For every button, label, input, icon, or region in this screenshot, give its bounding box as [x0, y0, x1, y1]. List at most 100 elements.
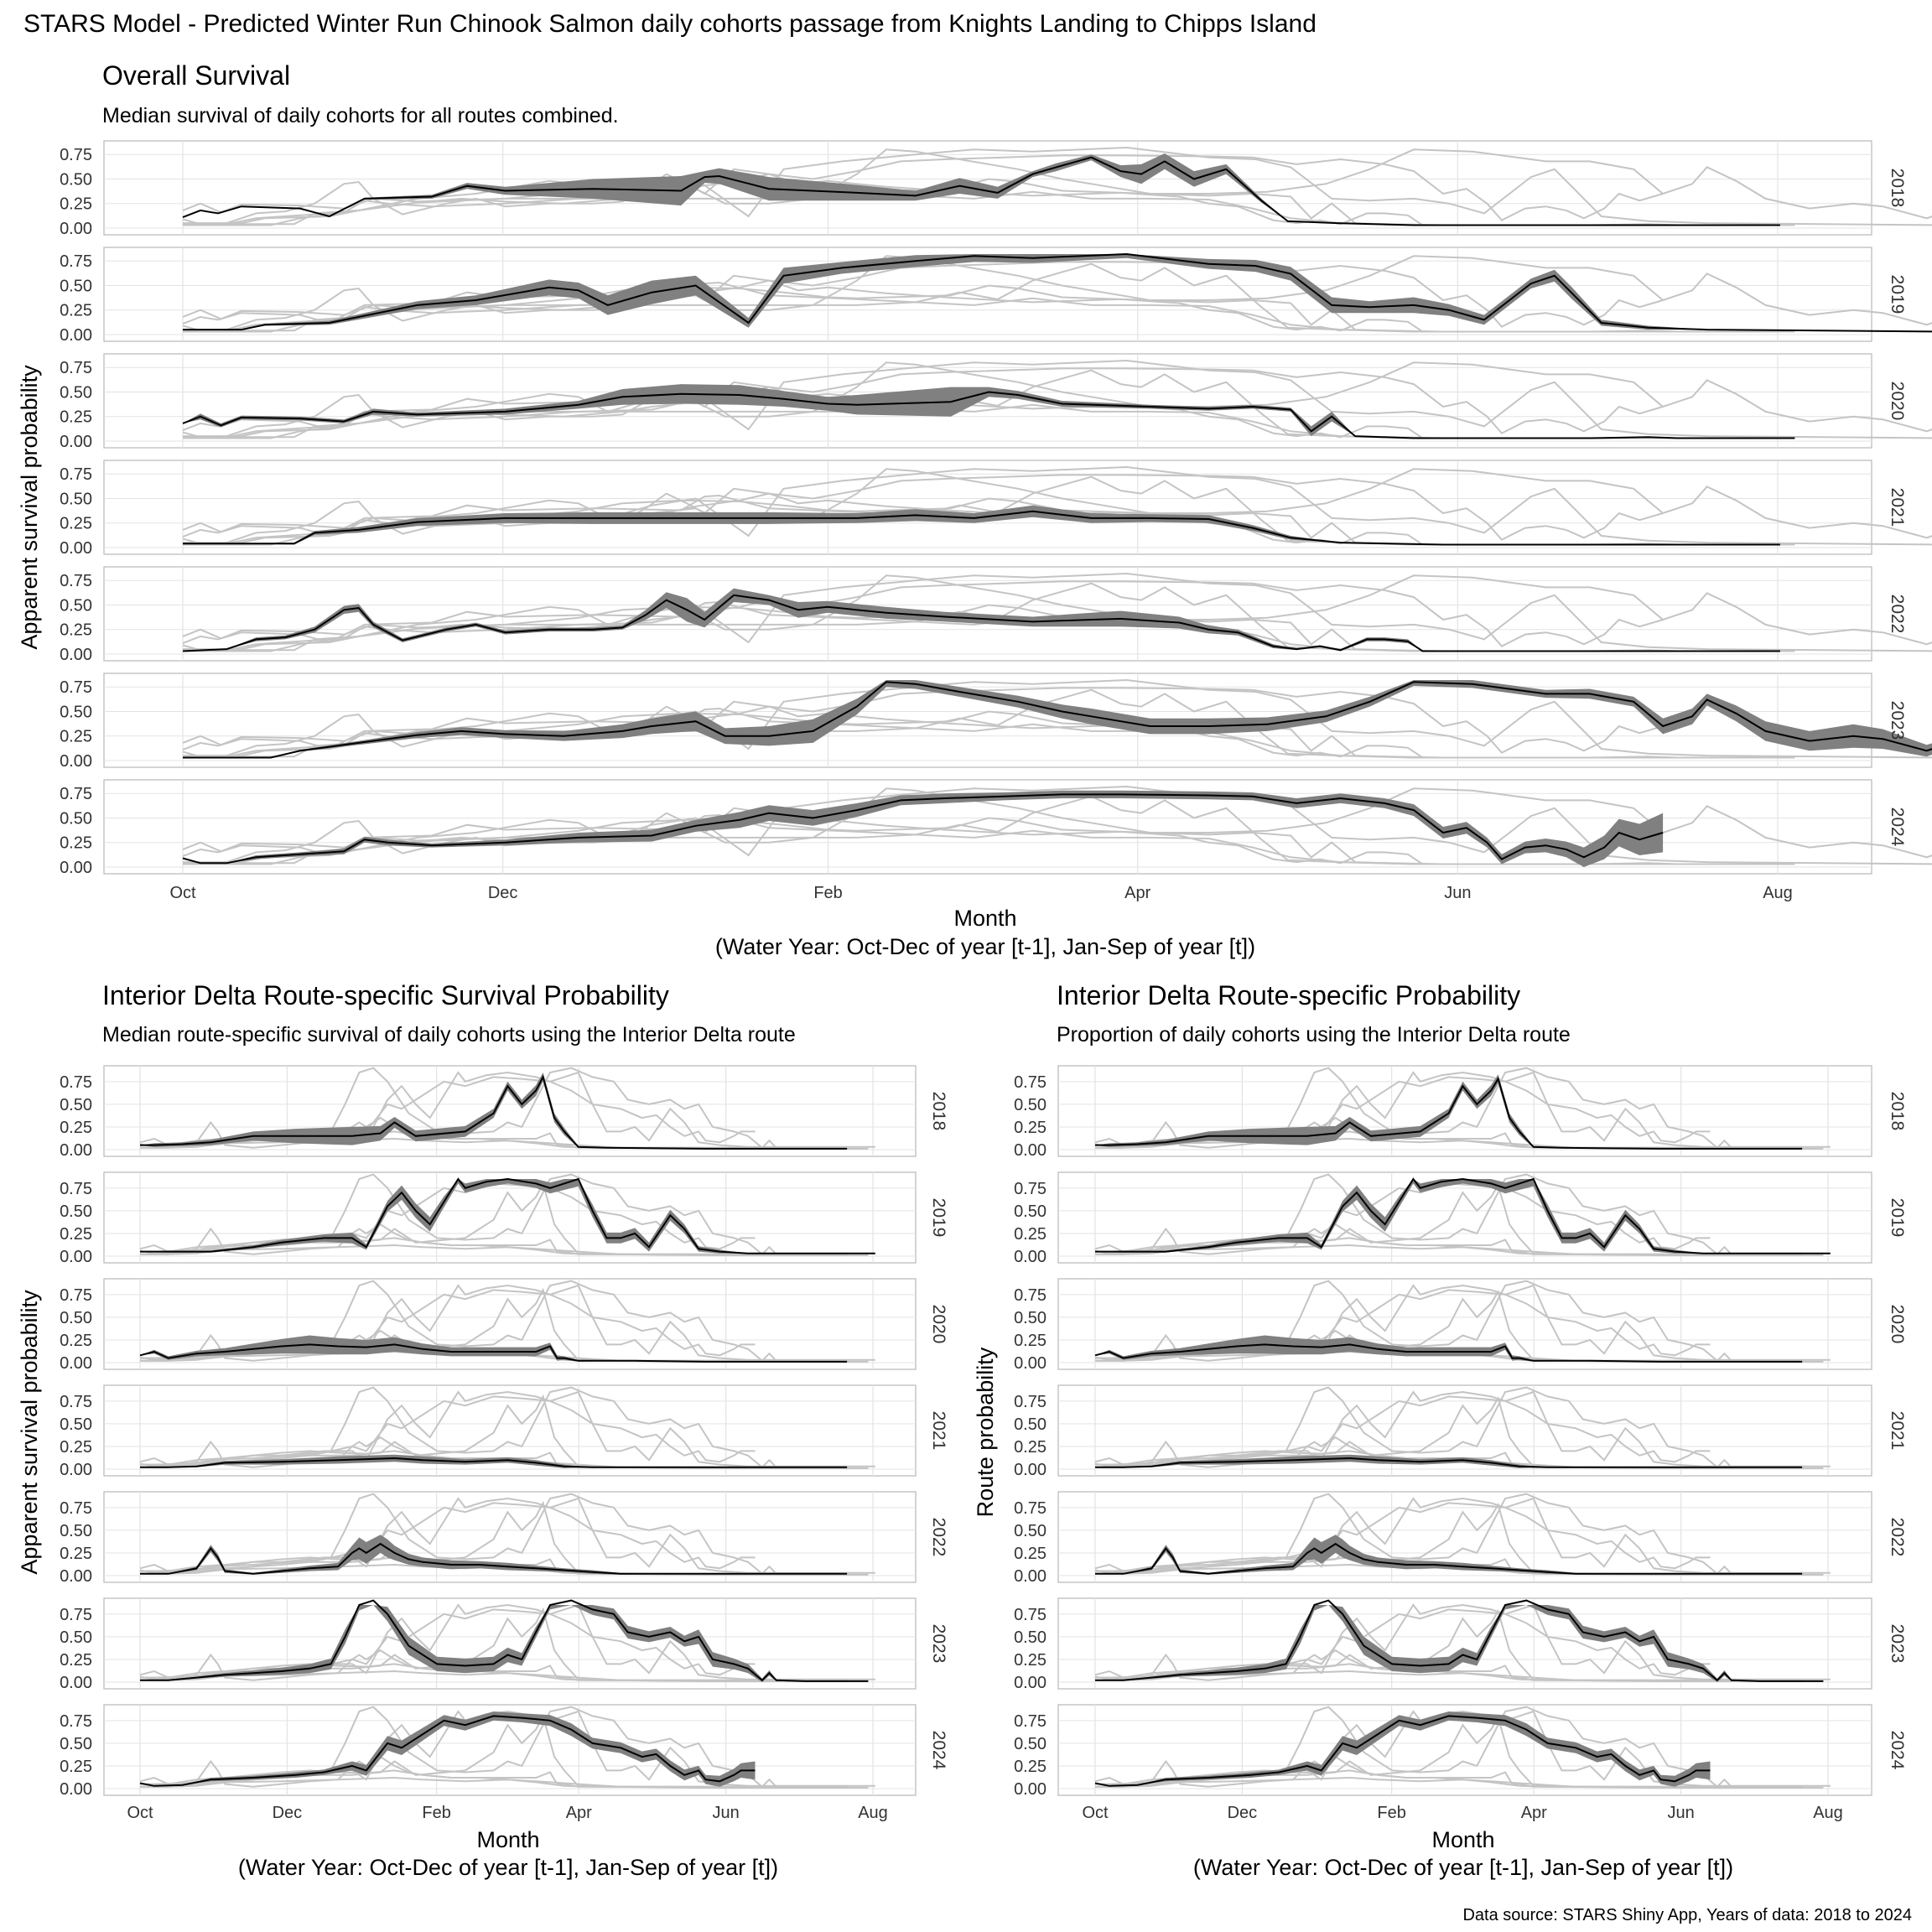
ribbon-2020 [140, 1335, 848, 1362]
other-year-line-2021 [183, 616, 1780, 652]
x-tick-label: Jun [1444, 884, 1471, 902]
facet-2021: 0.00 0.25 0.50 0.75 2021 [60, 1384, 948, 1479]
median-line-2018 [1095, 1077, 1803, 1150]
x-tick-label: Jun [1668, 1804, 1695, 1822]
ribbon-2022 [183, 588, 1780, 652]
median-line-2023 [140, 1599, 869, 1682]
chart-subtitle: Median survival of daily cohorts for all… [102, 104, 619, 127]
facet-strip-label: 2022 [929, 1518, 948, 1557]
y-tick-label: 0.25 [60, 302, 92, 320]
facet-strip-label: 2021 [929, 1411, 948, 1451]
other-year-line-2023 [183, 574, 1932, 652]
panel-border [103, 673, 1872, 768]
x-axis-sublabel: (Water Year: Oct-Dec of year [t-1], Jan-… [715, 934, 1255, 959]
facet-strip-label: 2024 [929, 1731, 948, 1770]
y-tick-label: 0.25 [60, 1119, 92, 1137]
y-tick-label: 0.75 [60, 1286, 92, 1305]
x-tick-label: Dec [1228, 1804, 1258, 1822]
y-tick-label: 0.50 [60, 809, 92, 828]
y-tick-label: 0.50 [1014, 1096, 1046, 1114]
y-tick-label: 0.75 [60, 465, 92, 484]
y-tick-label: 0.50 [60, 1202, 92, 1221]
y-tick-label: 0.75 [60, 252, 92, 271]
x-tick-label: Feb [422, 1804, 450, 1822]
facet-strip-label: 2022 [1888, 595, 1907, 634]
other-year-line-2024 [182, 687, 1664, 758]
other-year-line-2019 [183, 572, 1932, 652]
y-tick-label: 0.00 [60, 1354, 92, 1373]
y-tick-label: 0.25 [60, 1758, 92, 1776]
y-tick-label: 0.75 [60, 678, 92, 697]
other-year-line-2021 [1095, 1670, 1803, 1681]
median-line-2023 [1095, 1599, 1824, 1682]
facet-strip-label: 2023 [1888, 701, 1907, 740]
facet-strip-label: 2019 [1888, 275, 1907, 314]
y-tick-label: 0.25 [60, 1332, 92, 1350]
y-tick-label: 0.00 [1014, 1248, 1046, 1266]
ribbon-2019 [1095, 1179, 1831, 1254]
other-year-line-2019 [183, 146, 1932, 226]
y-tick-label: 0.50 [60, 1628, 92, 1647]
median-line-2019 [140, 1177, 875, 1254]
facet-strip-label: 2018 [1888, 1092, 1907, 1131]
other-year-line-2023 [183, 148, 1932, 226]
y-tick-label: 0.25 [1014, 1651, 1046, 1670]
x-axis-label: Month [1431, 1827, 1494, 1852]
x-tick-label: Oct [127, 1804, 153, 1822]
y-tick-label: 0.00 [60, 433, 92, 451]
ribbon-2022 [1095, 1535, 1803, 1575]
other-year-line-2023 [140, 1493, 869, 1576]
facet-2022: 0.00 0.25 0.50 0.75 2022 [60, 1491, 948, 1586]
charts-layer: Overall Survival Median survival of daily… [17, 60, 1932, 1880]
other-year-line-2019 [183, 465, 1932, 546]
y-tick-label: 0.75 [60, 1606, 92, 1624]
y-tick-label: 0.25 [1014, 1438, 1046, 1457]
ribbon-2019 [183, 254, 1932, 332]
facet-2024: 0.00 0.25 0.50 0.75 2024 [1014, 1704, 1907, 1799]
median-line-2022 [140, 1542, 848, 1575]
ribbon-2019 [140, 1179, 875, 1254]
y-tick-label: 0.75 [60, 1499, 92, 1518]
y-axis-label: Apparent survival probability [17, 365, 42, 650]
x-tick-label: Oct [169, 884, 196, 902]
panel-border [1057, 1384, 1872, 1477]
facet-strip-label: 2020 [1888, 382, 1907, 421]
y-tick-label: 0.25 [1014, 1545, 1046, 1563]
other-year-line-2018 [182, 475, 1780, 546]
other-year-line-2024 [139, 1502, 756, 1574]
other-year-line-2018 [182, 795, 1780, 865]
other-year-line-2024 [1094, 1395, 1711, 1467]
y-tick-label: 0.25 [60, 515, 92, 533]
other-year-line-2018 [182, 369, 1780, 439]
panel-border [103, 140, 1872, 236]
x-tick-label: Dec [273, 1804, 303, 1822]
x-tick-label: Feb [1377, 1804, 1405, 1822]
panel-border [1057, 1704, 1872, 1796]
panel-border [103, 779, 1872, 875]
y-tick-label: 0.75 [60, 1712, 92, 1731]
chart-title: Overall Survival [102, 60, 290, 91]
panel-border [1057, 1171, 1872, 1264]
y-tick-label: 0.25 [1014, 1758, 1046, 1776]
other-year-line-2024 [182, 474, 1664, 545]
other-year-line-2023 [183, 468, 1932, 546]
other-year-line-2023 [140, 1386, 869, 1469]
ribbon-2018 [140, 1072, 848, 1149]
other-year-line-2023 [1095, 1493, 1824, 1576]
x-tick-label: Feb [813, 884, 842, 902]
y-tick-label: 0.75 [1014, 1393, 1046, 1411]
y-tick-label: 0.75 [60, 572, 92, 590]
median-line-2018 [182, 156, 1780, 226]
facet-strip-label: 2024 [1888, 1731, 1907, 1770]
y-tick-label: 0.75 [60, 1073, 92, 1092]
y-tick-label: 0.50 [60, 1522, 92, 1540]
other-year-line-2019 [183, 359, 1932, 439]
y-tick-label: 0.50 [60, 1309, 92, 1327]
x-axis-label: Month [953, 906, 1016, 931]
facet-2023: 0.00 0.25 0.50 0.75 2023 [60, 673, 1932, 771]
other-year-line-2021 [1095, 1776, 1803, 1788]
facet-2020: 0.00 0.25 0.50 0.75 2020 [60, 353, 1932, 451]
y-tick-label: 0.00 [60, 1141, 92, 1160]
panel-border [103, 1278, 917, 1370]
panel-border [103, 1384, 917, 1477]
